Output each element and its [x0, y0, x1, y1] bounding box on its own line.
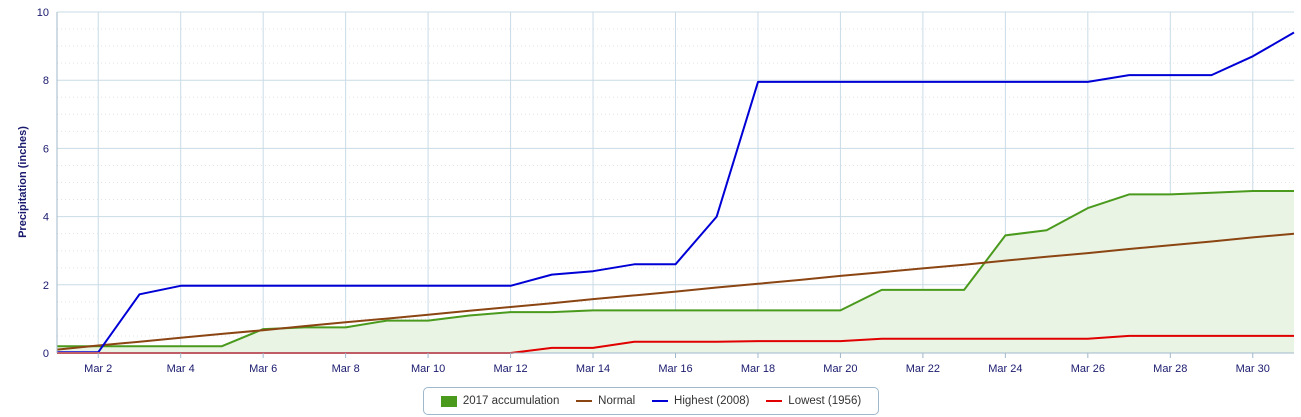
y-axis-label: Precipitation (inches): [17, 126, 29, 238]
legend-label: Lowest (1956): [788, 395, 862, 407]
legend-item-3[interactable]: Lowest (1956): [766, 395, 861, 407]
x-tick-label: Mar 24: [988, 363, 1022, 375]
x-tick-label: Mar 20: [823, 363, 857, 375]
x-tick-label: Mar 2: [84, 363, 112, 375]
legend-swatch: [766, 400, 783, 402]
legend: 2017 accumulation Normal Highest (2008) Low…: [423, 387, 879, 415]
legend-item-2[interactable]: Highest (2008): [652, 395, 749, 407]
y-tick-label: 2: [43, 280, 49, 292]
area-fill-0: [57, 191, 1294, 353]
series-line-0: [57, 190, 1294, 348]
legend-label: Normal: [598, 395, 636, 407]
legend-item-1[interactable]: Normal: [576, 395, 635, 407]
x-tick-label: Mar 28: [1153, 363, 1187, 375]
x-tick-label: Mar 16: [658, 363, 692, 375]
x-tick-label: Mar 26: [1071, 363, 1105, 375]
legend-label: Highest (2008): [674, 395, 750, 407]
grid: [57, 11, 1294, 354]
series-line-2: [57, 31, 1295, 354]
x-tick-label: Mar 22: [906, 363, 940, 375]
x-tick-label: Mar 18: [741, 363, 775, 375]
x-tick-label: Mar 12: [493, 363, 527, 375]
y-tick-label: 10: [37, 7, 49, 19]
x-tick-label: Mar 4: [167, 363, 195, 375]
x-tick-label: Mar 6: [249, 363, 277, 375]
y-tick-label: 4: [43, 212, 49, 224]
legend-swatch: [440, 395, 457, 407]
legend-label: 2017 accumulation: [462, 395, 560, 407]
x-tick-label: Mar 30: [1236, 363, 1270, 375]
y-tick-label: 0: [43, 348, 49, 360]
legend-swatch: [652, 400, 669, 402]
y-tick-label: 6: [43, 143, 49, 155]
x-tick-label: Mar 14: [576, 363, 610, 375]
x-tick-label: Mar 10: [411, 363, 445, 375]
axes: 0 2 4 6 8 10 Mar 2 Mar 4 Mar 6 Mar 8 Mar 10 Mar 12 M…: [37, 7, 1294, 375]
x-tick-label: Mar 8: [332, 363, 360, 375]
legend-swatch: [576, 400, 593, 402]
series-line-1: [56, 232, 1295, 351]
legend-item-0[interactable]: 2017 accumulation: [440, 395, 560, 407]
y-tick-label: 8: [43, 75, 49, 87]
